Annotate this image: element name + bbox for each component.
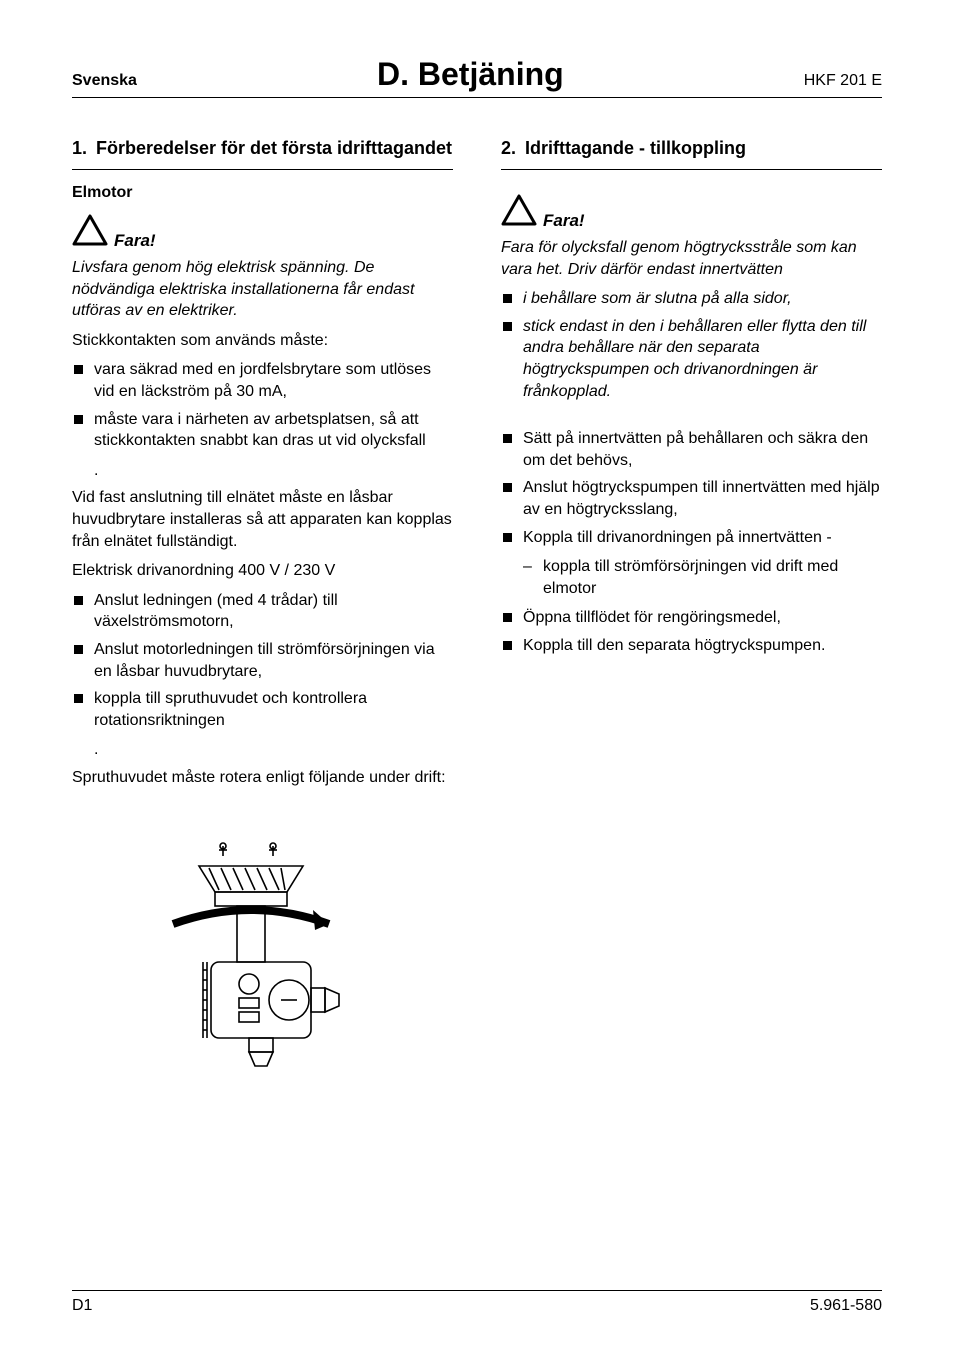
right-bullets-italic: i behållare som är slutna på alla sidor,… xyxy=(501,288,882,402)
header-language: Svenska xyxy=(72,72,137,90)
right-sub-dash: koppla till strömförsörjningen vid drift… xyxy=(523,556,882,599)
left-para-3: Elektrisk drivanordning 400 V / 230 V xyxy=(72,560,453,582)
page-footer: D1 5.961-580 xyxy=(72,1290,882,1315)
warning-1-text: Livsfara genom hög elektrisk spänning. D… xyxy=(72,257,453,322)
warning-triangle-icon xyxy=(72,214,108,251)
list-item: Koppla till drivanordningen på innertvät… xyxy=(501,527,882,549)
list-item: Anslut motorledningen till strömförsörjn… xyxy=(72,639,453,682)
warning-2-text: Fara för olycksfall genom högtrycksstrål… xyxy=(501,237,882,280)
section-2-text: Idrifttagande - tillkoppling xyxy=(525,138,746,159)
warning-2-label: Fara! xyxy=(543,211,585,231)
list-item: koppla till spruthuvudet och kontrollera… xyxy=(72,688,453,731)
section-2-title: 2. Idrifttagande - tillkoppling xyxy=(501,138,882,170)
list-item: Koppla till den separata högtryckspumpen… xyxy=(501,635,882,657)
footer-right: 5.961-580 xyxy=(810,1297,882,1315)
header-model: HKF 201 E xyxy=(804,72,882,90)
left-para-4: Spruthuvudet måste rotera enligt följand… xyxy=(72,767,453,789)
left-para-2: Vid fast anslutning till elnätet måste e… xyxy=(72,487,453,552)
section-1-title: 1. Förberedelser för det första idriftta… xyxy=(72,138,453,170)
list-item: vara säkrad med en jordfelsbrytare som u… xyxy=(72,359,453,402)
section-1-number: 1. xyxy=(72,138,96,159)
footer-left: D1 xyxy=(72,1297,92,1315)
subhead-elmotor: Elmotor xyxy=(72,184,453,202)
warning-1-label: Fara! xyxy=(114,231,156,251)
list-item: måste vara i närheten av arbetsplatsen, … xyxy=(72,409,453,452)
list-item: koppla till strömförsörjningen vid drift… xyxy=(523,556,882,599)
page-header: Svenska D. Betjäning HKF 201 E xyxy=(72,56,882,98)
left-intro1: Stickkontakten som används måste: xyxy=(72,330,453,352)
trailing-dot: . xyxy=(94,739,453,761)
section-1-text: Förberedelser för det första idrifttagan… xyxy=(96,138,452,159)
right-bullets-tail: Öppna tillflödet för rengöringsmedel, Ko… xyxy=(501,607,882,656)
left-column: 1. Förberedelser för det första idriftta… xyxy=(72,138,453,1093)
list-item: Öppna tillflödet för rengöringsmedel, xyxy=(501,607,882,629)
list-item: stick endast in den i behållaren eller f… xyxy=(501,316,882,402)
list-item: Sätt på innertvätten på behållaren och s… xyxy=(501,428,882,471)
warning-1: Fara! xyxy=(72,214,453,251)
rotation-diagram xyxy=(72,828,453,1093)
warning-triangle-icon xyxy=(501,194,537,231)
list-item: Anslut högtryckspumpen till innertvätten… xyxy=(501,477,882,520)
spray-head-diagram-icon xyxy=(153,828,373,1088)
warning-2: Fara! xyxy=(501,194,882,231)
section-2-number: 2. xyxy=(501,138,525,159)
left-bullets-2: Anslut ledningen (med 4 trådar) till väx… xyxy=(72,590,453,732)
right-bullets-main: Sätt på innertvätten på behållaren och s… xyxy=(501,428,882,548)
trailing-dot: . xyxy=(94,460,453,482)
left-bullets-1: vara säkrad med en jordfelsbrytare som u… xyxy=(72,359,453,451)
list-item: i behållare som är slutna på alla sidor, xyxy=(501,288,882,310)
right-column: 2. Idrifttagande - tillkoppling Fara! Fa… xyxy=(501,138,882,1093)
content-columns: 1. Förberedelser för det första idriftta… xyxy=(72,138,882,1093)
list-item: Anslut ledningen (med 4 trådar) till väx… xyxy=(72,590,453,633)
header-title: D. Betjäning xyxy=(377,56,564,93)
